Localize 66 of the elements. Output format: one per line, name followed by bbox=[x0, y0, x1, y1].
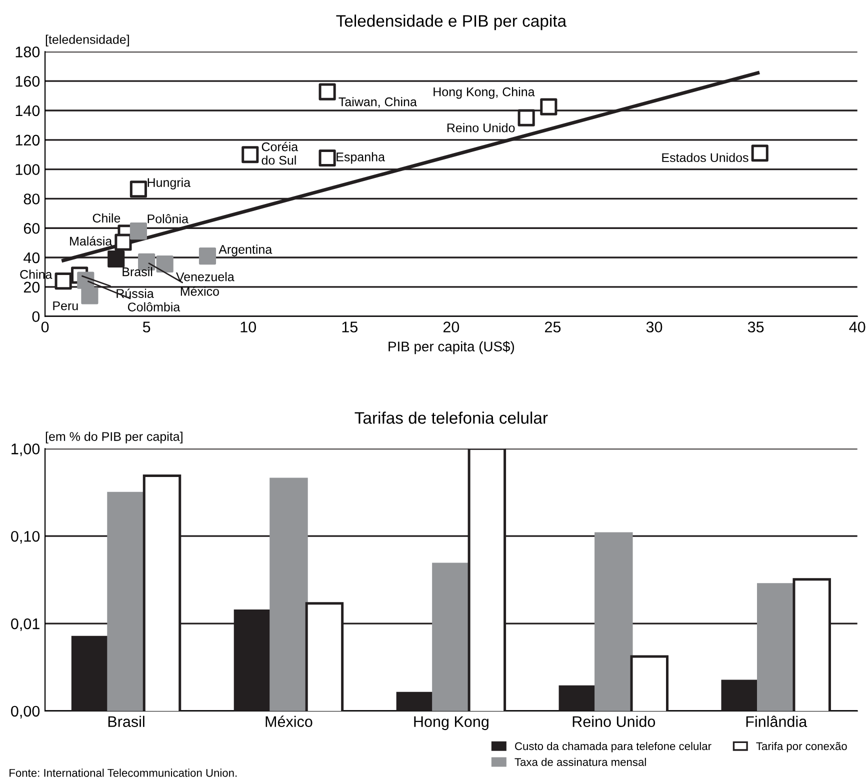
annotation: Venezuela bbox=[176, 272, 234, 282]
x-tick-label: Finlândia bbox=[746, 716, 808, 728]
legend-label: Tarifa por conexão bbox=[756, 742, 847, 752]
annotation: Argentina bbox=[218, 244, 272, 256]
y-axis-title: [em % do PIB per capita] bbox=[46, 432, 182, 444]
y-tick-label: 120 bbox=[16, 134, 40, 146]
annotation: Hungria bbox=[148, 178, 191, 190]
point bbox=[114, 234, 132, 251]
y-tick-label: 0,10 bbox=[11, 530, 40, 544]
x-axis-title: PIB per capita (US$) bbox=[388, 340, 514, 354]
point bbox=[540, 98, 558, 116]
point bbox=[130, 180, 147, 198]
annotation: Chile bbox=[92, 213, 120, 223]
y-tick-label: 160 bbox=[16, 76, 40, 87]
x-tick-label: México bbox=[266, 716, 312, 728]
point bbox=[242, 146, 259, 164]
y-tick-label: 60 bbox=[24, 222, 40, 234]
point bbox=[318, 149, 336, 167]
y-tick-label: 0,01 bbox=[11, 618, 40, 632]
x-tick-label: Hong Kong bbox=[414, 716, 488, 730]
chart-title: Tarifas de telefonia celular bbox=[354, 412, 548, 424]
y-tick-label: 0 bbox=[32, 311, 40, 322]
point bbox=[751, 144, 768, 162]
annotation: Taiwan, China bbox=[338, 97, 417, 108]
y-tick-label: 140 bbox=[16, 105, 40, 116]
legend-label: Custo da chamada para telefone celular bbox=[515, 742, 712, 752]
annotation: Reino Unido bbox=[447, 123, 515, 132]
y-tick-label: 20 bbox=[24, 282, 40, 293]
annotation: Estados Unidos bbox=[662, 152, 748, 162]
y-axis-title: [teledensidade] bbox=[46, 34, 129, 46]
x-tick-label: 5 bbox=[142, 322, 150, 332]
y-tick-label: 0,00 bbox=[11, 706, 40, 718]
x-tick-label: Reino Unido bbox=[572, 716, 656, 728]
annotation: Coréia do Sul bbox=[262, 142, 298, 165]
annotation: Brasil bbox=[122, 267, 152, 276]
x-tick-label: 25 bbox=[544, 322, 561, 332]
x-tick-label: 15 bbox=[342, 322, 358, 332]
point bbox=[54, 272, 72, 290]
chart-title: Teledensidade e PIB per capita bbox=[336, 14, 567, 30]
annotation: Colômbia bbox=[128, 302, 180, 312]
annotation: Espanha bbox=[336, 152, 385, 164]
x-tick-label: 0 bbox=[41, 322, 49, 332]
source-note: Fonte: International Telecommunication Union. bbox=[10, 768, 237, 777]
annotation: Malásia bbox=[70, 236, 112, 246]
legend-label: Taxa de assinatura mensal bbox=[514, 758, 646, 766]
x-tick-label: 20 bbox=[443, 322, 460, 332]
x-tick-label: 30 bbox=[646, 322, 662, 332]
y-tick-label: 1,00 bbox=[12, 444, 40, 456]
annotation: Peru bbox=[53, 301, 78, 310]
y-tick-label: 40 bbox=[24, 252, 40, 264]
x-tick-label: 35 bbox=[748, 322, 764, 332]
y-tick-label: 180 bbox=[16, 46, 40, 58]
x-tick-label: Brasil bbox=[108, 716, 144, 728]
annotation: Hong Kong, China bbox=[434, 87, 535, 99]
point bbox=[108, 250, 125, 268]
point bbox=[198, 248, 216, 265]
point bbox=[81, 287, 98, 304]
point bbox=[318, 83, 336, 100]
x-tick-label: 10 bbox=[240, 322, 256, 332]
y-tick-label: 100 bbox=[16, 164, 40, 175]
annotation: Polônia bbox=[148, 214, 188, 224]
y-tick-label: 80 bbox=[24, 194, 40, 204]
annotation: México bbox=[180, 286, 219, 296]
x-tick-label: 40 bbox=[849, 322, 866, 332]
point bbox=[518, 109, 535, 126]
point bbox=[130, 222, 147, 240]
